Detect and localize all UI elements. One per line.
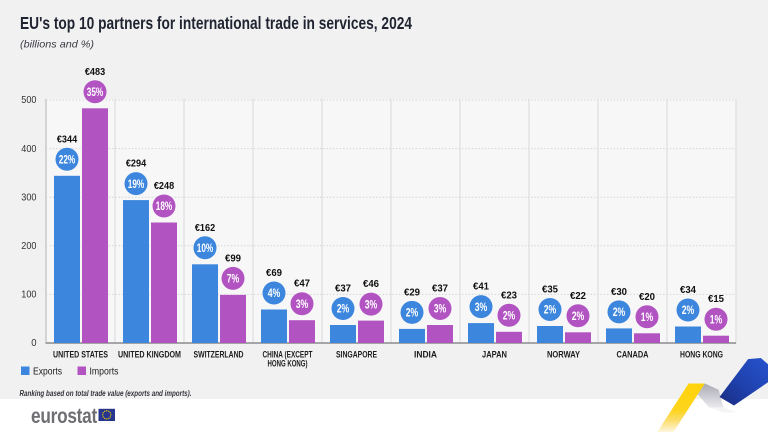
svg-text:€34: €34 <box>680 284 696 296</box>
svg-text:€22: €22 <box>570 290 586 302</box>
svg-text:500: 500 <box>21 94 36 106</box>
svg-text:Ranking based on total trade v: Ranking based on total trade value (expo… <box>20 389 192 398</box>
svg-text:UNITED KINGDOM: UNITED KINGDOM <box>118 350 181 360</box>
svg-text:€23: €23 <box>501 289 517 301</box>
svg-text:CANADA: CANADA <box>617 350 649 360</box>
svg-text:€344: €344 <box>57 133 77 145</box>
svg-text:3%: 3% <box>365 297 378 311</box>
svg-text:100: 100 <box>21 289 36 301</box>
svg-text:€99: €99 <box>225 252 241 264</box>
svg-text:1%: 1% <box>641 310 654 324</box>
svg-text:0: 0 <box>31 337 36 349</box>
svg-text:35%: 35% <box>87 85 104 99</box>
svg-text:€20: €20 <box>639 291 655 303</box>
svg-text:2%: 2% <box>406 306 419 320</box>
svg-text:2%: 2% <box>337 302 350 316</box>
svg-text:€47: €47 <box>294 278 310 290</box>
svg-text:2%: 2% <box>503 309 516 323</box>
svg-text:Exports: Exports <box>33 367 62 378</box>
svg-text:JAPAN: JAPAN <box>482 350 507 360</box>
svg-text:7%: 7% <box>227 272 240 286</box>
svg-text:SINGAPORE: SINGAPORE <box>336 350 377 360</box>
svg-text:300: 300 <box>21 191 36 203</box>
svg-text:19%: 19% <box>128 177 145 191</box>
svg-text:(billions and %): (billions and %) <box>20 39 94 51</box>
svg-text:HONG KONG): HONG KONG) <box>268 359 308 369</box>
svg-text:HONG KONG: HONG KONG <box>680 350 723 360</box>
svg-text:Imports: Imports <box>90 367 119 378</box>
svg-text:€483: €483 <box>85 66 105 78</box>
svg-text:€294: €294 <box>126 158 146 170</box>
svg-text:€41: €41 <box>473 281 489 293</box>
svg-text:2%: 2% <box>613 305 626 319</box>
svg-text:3%: 3% <box>475 300 488 314</box>
svg-text:EU's top 10 partners for inter: EU's top 10 partners for international t… <box>20 13 412 33</box>
svg-text:18%: 18% <box>156 199 173 213</box>
svg-text:€46: €46 <box>363 278 379 290</box>
svg-text:2%: 2% <box>544 303 557 317</box>
svg-text:€29: €29 <box>404 286 420 298</box>
svg-text:2%: 2% <box>572 309 585 323</box>
svg-text:UNITED STATES: UNITED STATES <box>53 350 108 360</box>
svg-text:22%: 22% <box>59 153 76 167</box>
svg-text:400: 400 <box>21 143 36 155</box>
svg-text:€69: €69 <box>266 267 282 279</box>
svg-text:2%: 2% <box>682 303 695 317</box>
svg-text:€37: €37 <box>432 283 448 295</box>
svg-text:3%: 3% <box>434 302 447 316</box>
svg-text:SWITZERLAND: SWITZERLAND <box>194 350 244 360</box>
svg-text:€15: €15 <box>708 293 724 305</box>
svg-text:10%: 10% <box>197 241 214 255</box>
svg-text:200: 200 <box>21 240 36 252</box>
svg-text:CHINA (EXCEPT: CHINA (EXCEPT <box>263 350 313 360</box>
svg-text:€35: €35 <box>542 284 558 296</box>
svg-text:€162: €162 <box>195 222 215 234</box>
svg-text:NORWAY: NORWAY <box>547 350 580 360</box>
svg-text:€248: €248 <box>154 180 174 192</box>
svg-text:€30: €30 <box>611 286 627 298</box>
svg-text:4%: 4% <box>268 286 281 300</box>
svg-text:1%: 1% <box>710 312 723 326</box>
svg-text:eurostat: eurostat <box>31 405 97 428</box>
svg-text:€37: €37 <box>335 283 351 295</box>
svg-text:3%: 3% <box>296 297 309 311</box>
svg-text:INDIA: INDIA <box>414 350 437 360</box>
